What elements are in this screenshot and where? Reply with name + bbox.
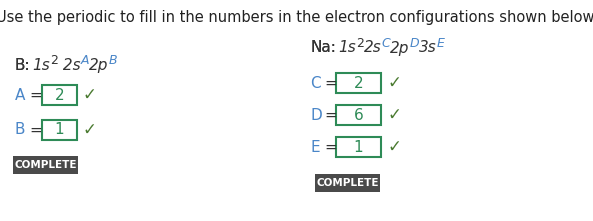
- Text: C: C: [381, 37, 390, 50]
- Text: =: =: [324, 139, 337, 154]
- FancyBboxPatch shape: [13, 156, 78, 174]
- FancyBboxPatch shape: [336, 137, 381, 157]
- Text: B:: B:: [15, 57, 31, 72]
- Text: 2: 2: [55, 88, 64, 103]
- Text: =: =: [29, 122, 42, 137]
- Text: 1s: 1s: [338, 40, 356, 55]
- Text: B: B: [109, 54, 117, 67]
- Text: ✓: ✓: [387, 138, 401, 156]
- Text: E: E: [437, 37, 445, 50]
- FancyBboxPatch shape: [336, 73, 381, 93]
- Text: 2s: 2s: [58, 57, 81, 72]
- Text: ✓: ✓: [83, 121, 97, 139]
- Text: B:: B:: [15, 57, 31, 72]
- Text: 1: 1: [55, 122, 64, 137]
- Text: COMPLETE: COMPLETE: [316, 178, 379, 188]
- Text: ✓: ✓: [83, 86, 97, 104]
- FancyBboxPatch shape: [42, 120, 77, 140]
- Text: 2s: 2s: [364, 40, 381, 55]
- FancyBboxPatch shape: [315, 174, 380, 192]
- Text: Use the periodic to fill in the numbers in the electron configurations shown bel: Use the periodic to fill in the numbers …: [0, 10, 593, 25]
- Text: 6: 6: [353, 107, 364, 122]
- Text: =: =: [29, 88, 42, 103]
- Text: Na:: Na:: [310, 40, 336, 55]
- Text: 1: 1: [353, 139, 364, 154]
- Text: 2: 2: [356, 37, 364, 50]
- Text: A: A: [81, 54, 90, 67]
- Text: =: =: [324, 107, 337, 122]
- Text: Na:: Na:: [310, 40, 336, 55]
- Text: ✓: ✓: [387, 106, 401, 124]
- FancyBboxPatch shape: [42, 85, 77, 105]
- Text: 2p: 2p: [90, 57, 109, 72]
- Text: 2: 2: [353, 76, 364, 91]
- Text: B: B: [15, 122, 25, 137]
- Text: 2p: 2p: [390, 40, 409, 55]
- FancyBboxPatch shape: [336, 105, 381, 125]
- Text: 2: 2: [50, 54, 58, 67]
- Text: D: D: [409, 37, 419, 50]
- Text: ✓: ✓: [387, 74, 401, 92]
- Text: =: =: [324, 76, 337, 91]
- Text: COMPLETE: COMPLETE: [14, 160, 76, 170]
- Text: E: E: [310, 139, 320, 154]
- Text: C: C: [310, 76, 321, 91]
- Text: 1s: 1s: [33, 57, 50, 72]
- Text: D: D: [310, 107, 322, 122]
- Text: 3s: 3s: [419, 40, 437, 55]
- Text: A: A: [15, 88, 25, 103]
